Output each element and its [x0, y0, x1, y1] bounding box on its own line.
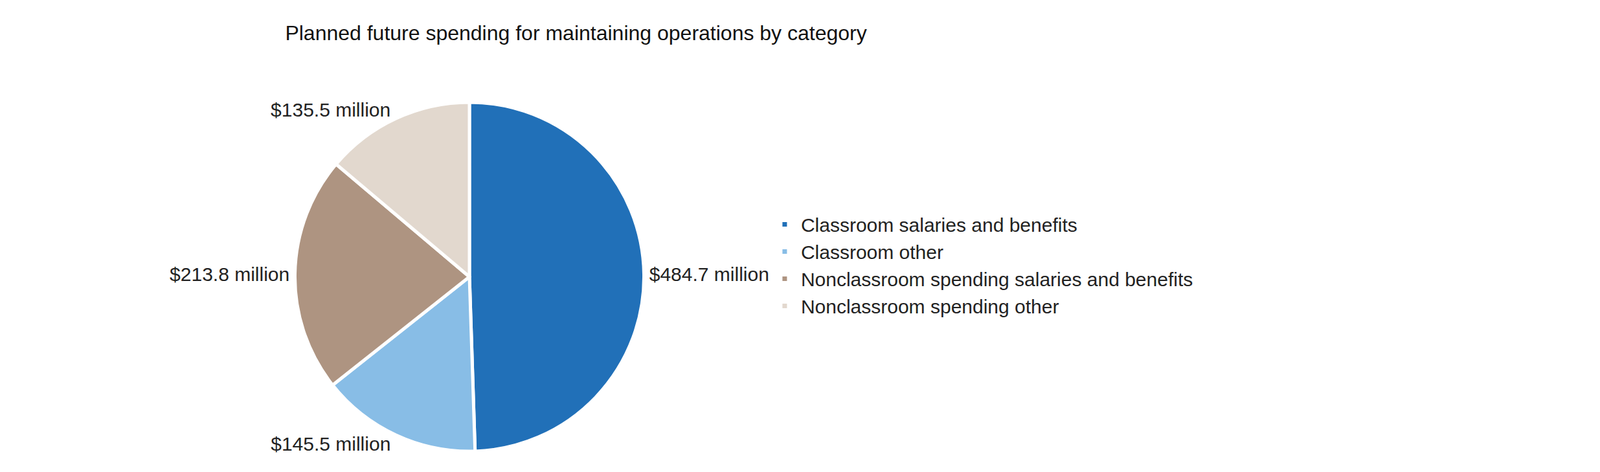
svg-text:$484.7 million: $484.7 million — [649, 263, 770, 285]
svg-text:Planned future spending for ma: Planned future spending for maintaining … — [284, 21, 867, 45]
svg-text:$135.5 million: $135.5 million — [270, 99, 391, 121]
svg-text:Nonclassroom spending salaries: Nonclassroom spending salaries and benef… — [800, 268, 1193, 291]
svg-text:Classroom salaries and benefit: Classroom salaries and benefits — [800, 214, 1078, 236]
svg-text:Classroom other: Classroom other — [800, 241, 944, 263]
svg-text:Nonclassroom spending other: Nonclassroom spending other — [800, 295, 1060, 318]
svg-text:$213.8 million: $213.8 million — [169, 263, 290, 285]
svg-text:$145.5 million: $145.5 million — [270, 433, 391, 455]
